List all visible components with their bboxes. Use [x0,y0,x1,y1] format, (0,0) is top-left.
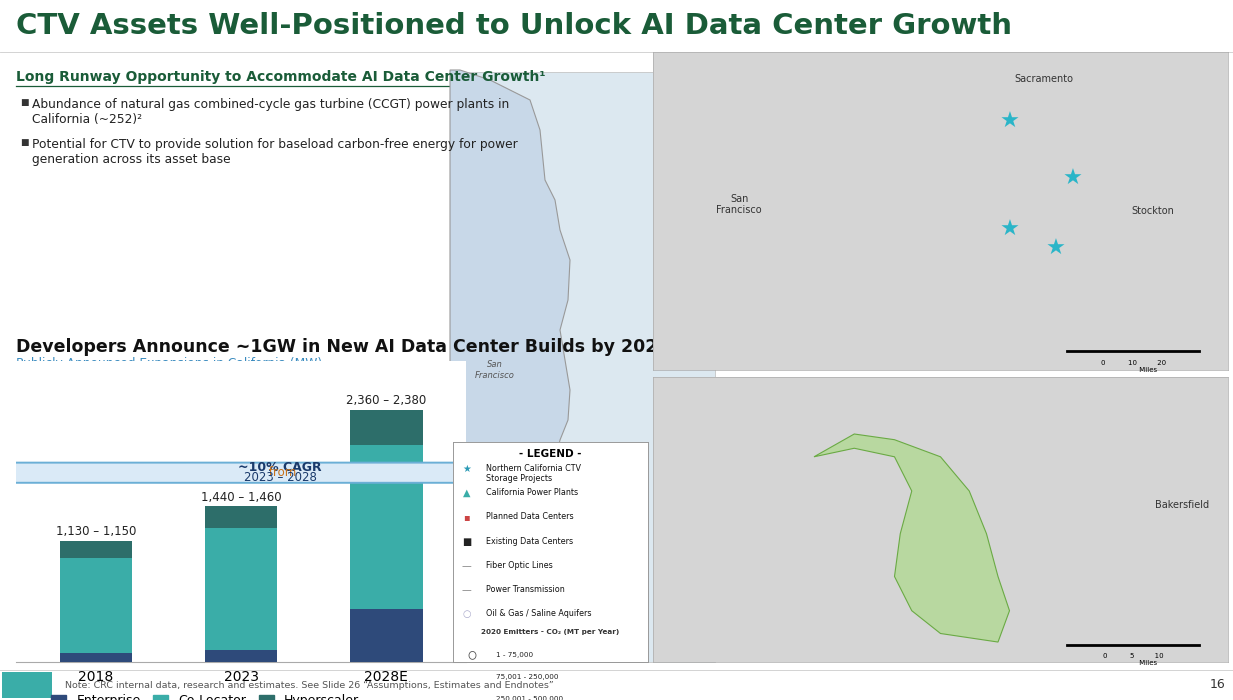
Bar [59,541,132,558]
Text: Northern California CTV
Storage Projects: Northern California CTV Storage Projects [486,464,581,484]
Text: San
Francisco: San Francisco [475,360,515,379]
Text: Sacramento: Sacramento [1015,74,1074,84]
Text: ■: ■ [20,138,28,147]
Text: Existing Data Centers: Existing Data Centers [486,537,573,545]
Text: ~10% CAGR: ~10% CAGR [238,461,322,474]
Text: Bakersfield: Bakersfield [1155,500,1210,510]
Text: 2,360 – 2,380: 2,360 – 2,380 [346,395,427,407]
Text: Abundance of natural gas combined-cycle gas turbine (CCGT) power plants in
Calif: Abundance of natural gas combined-cycle … [32,98,509,126]
Text: Potential for CTV to provide solution for baseload carbon-free energy for power
: Potential for CTV to provide solution fo… [32,138,518,166]
Text: Oil & Gas / Saline Aquifers: Oil & Gas / Saline Aquifers [486,609,592,618]
Text: 250,001 - 500,000: 250,001 - 500,000 [496,696,563,700]
Text: California Power Plants: California Power Plants [486,488,578,497]
Bar [59,653,132,662]
Text: Power Transmission: Power Transmission [486,585,565,594]
Text: Publicly Announced Expansions in California (MW): Publicly Announced Expansions in Califor… [16,357,322,370]
Bar [350,609,423,662]
Text: ★: ★ [462,464,471,474]
Polygon shape [814,434,1010,642]
Text: 0          5         10
             Miles: 0 5 10 Miles [1102,654,1164,666]
Bar [205,650,277,662]
Text: ★: ★ [1000,220,1020,240]
Text: ★: ★ [1063,169,1083,189]
Text: ○: ○ [462,609,471,620]
Text: 0          10         20
             Miles: 0 10 20 Miles [1101,360,1165,374]
Bar [205,528,277,650]
Text: —: — [462,561,471,570]
Text: 1 - 75,000: 1 - 75,000 [496,652,533,659]
Legend: Enterprise, Co-Locator, Hyperscaler: Enterprise, Co-Locator, Hyperscaler [47,690,364,700]
Text: San
Francisco: San Francisco [716,194,762,216]
Bar [450,72,715,662]
Bar [59,558,132,653]
Text: Note: CRC internal data, research and estimates. See Slide 26 “Assumptions, Esti: Note: CRC internal data, research and es… [65,680,554,690]
Text: Los Angeles: Los Angeles [555,633,605,642]
Text: 2023 – 2028: 2023 – 2028 [244,470,317,484]
Bar [205,506,277,528]
Bar [350,410,423,445]
Text: —: — [462,585,471,595]
Text: CTV Assets Well-Positioned to Unlock AI Data Center Growth: CTV Assets Well-Positioned to Unlock AI … [16,12,1012,40]
FancyBboxPatch shape [0,463,1233,483]
FancyBboxPatch shape [2,672,52,698]
Text: 1,130 – 1,150: 1,130 – 1,150 [55,526,136,538]
Text: 75,001 - 250,000: 75,001 - 250,000 [496,674,559,680]
Text: from: from [265,466,296,479]
Text: 2020 Emitters - CO₂ (MT per Year): 2020 Emitters - CO₂ (MT per Year) [481,629,620,635]
Text: ★: ★ [1000,112,1020,132]
Bar [350,445,423,609]
Text: ▪: ▪ [464,512,470,522]
Text: Long Runway Opportunity to Accommodate AI Data Center Growth¹: Long Runway Opportunity to Accommodate A… [16,70,545,84]
Text: Stockton: Stockton [1132,206,1175,216]
Text: ▲: ▲ [462,488,471,498]
Text: 16: 16 [1210,678,1226,692]
Text: ■: ■ [462,537,471,547]
Text: ★: ★ [1046,239,1065,259]
Text: Fiber Optic Lines: Fiber Optic Lines [486,561,552,570]
Text: 1,440 – 1,460: 1,440 – 1,460 [201,491,281,503]
Text: Planned Data Centers: Planned Data Centers [486,512,573,522]
Polygon shape [450,70,570,645]
Text: Developers Announce ~1GW in New AI Data Center Builds by 2028: Developers Announce ~1GW in New AI Data … [16,338,670,356]
Text: ■: ■ [20,98,28,107]
Text: - LEGEND -: - LEGEND - [519,449,582,458]
